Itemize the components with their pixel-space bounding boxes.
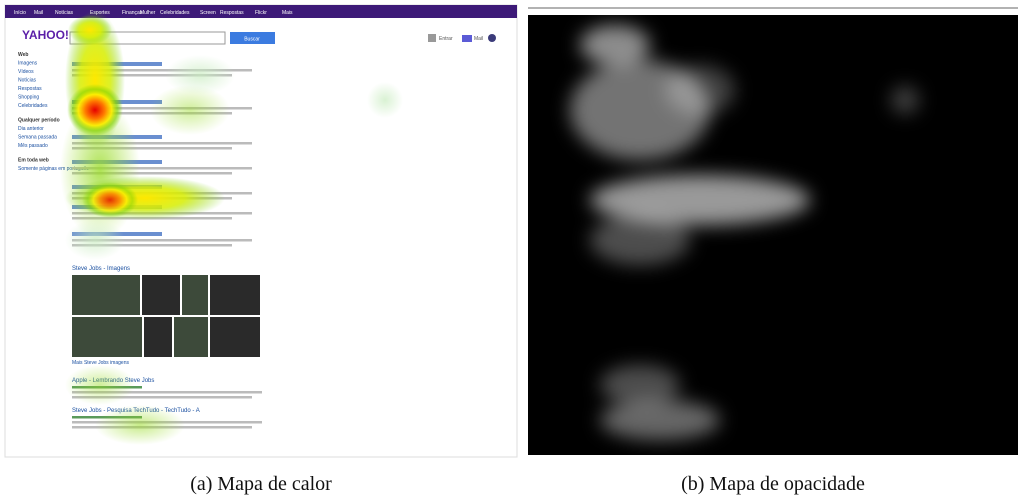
sidebar-link[interactable]: Vídeos: [18, 69, 34, 75]
caption: (b) Mapa de opacidade: [681, 473, 865, 495]
sidebar-link[interactable]: Mês passado: [18, 143, 48, 149]
image-thumbnail[interactable]: [174, 317, 208, 357]
heat-blob: [65, 220, 125, 260]
sidebar-link[interactable]: Semana passada: [18, 135, 57, 141]
nav-item[interactable]: Celebridades: [160, 10, 190, 16]
visible-region: [590, 215, 690, 265]
sidebar-link[interactable]: Imagens: [18, 61, 38, 67]
caption: (a) Mapa de calor: [190, 473, 332, 495]
heat-blob: [95, 405, 185, 445]
heat-blob: [165, 55, 235, 95]
logo: YAHOO!: [22, 28, 69, 42]
images-heading[interactable]: Steve Jobs - Imagens: [72, 266, 130, 272]
image-thumbnail[interactable]: [182, 275, 208, 315]
sidebar-link[interactable]: Celebridades: [18, 103, 48, 109]
image-thumbnail[interactable]: [142, 275, 180, 315]
visible-region: [891, 86, 919, 114]
image-thumbnail[interactable]: [144, 317, 172, 357]
nav-item[interactable]: Flickr: [255, 10, 267, 16]
nav-item[interactable]: Mulher: [140, 10, 156, 16]
figure: InícioMailNotíciasEsportesFinançasMulher…: [0, 0, 1024, 499]
sidebar-link[interactable]: Web: [18, 52, 28, 58]
sidebar-heading: Qualquer período: [18, 118, 60, 124]
visible-region: [580, 25, 650, 65]
heat-blob: [68, 15, 112, 45]
mail-icon: [462, 35, 472, 42]
heat-blob: [82, 182, 138, 218]
image-thumbnail[interactable]: [72, 317, 142, 357]
nav-item[interactable]: Notícias: [55, 10, 74, 16]
heat-blob: [367, 82, 403, 118]
sign-in[interactable]: Entrar: [439, 36, 453, 42]
visible-region: [600, 400, 720, 440]
image-thumbnail[interactable]: [210, 317, 260, 357]
sidebar-link[interactable]: Respostas: [18, 86, 42, 92]
visible-region: [665, 65, 735, 115]
visible-region: [600, 365, 680, 405]
sidebar-link[interactable]: Dia anterior: [18, 126, 44, 132]
nav-item[interactable]: Screen: [200, 10, 216, 16]
nav-item[interactable]: Respostas: [220, 10, 244, 16]
heat-blob: [67, 84, 123, 136]
user-icon: [428, 34, 436, 42]
heat-blob: [65, 365, 135, 405]
sidebar-heading: Em toda web: [18, 158, 49, 164]
sidebar-link[interactable]: Notícias: [18, 78, 37, 84]
sidebar-link[interactable]: Shopping: [18, 95, 39, 101]
nav-item[interactable]: Início: [14, 10, 26, 16]
nav-item[interactable]: Mail: [34, 10, 43, 16]
nav-item[interactable]: Mais: [282, 10, 293, 16]
settings-icon[interactable]: [488, 34, 496, 42]
heatmap-panel: InícioMailNotíciasEsportesFinançasMulher…: [5, 5, 517, 457]
image-thumbnail[interactable]: [72, 275, 140, 315]
mail-link[interactable]: Mail: [474, 36, 483, 42]
opacity-panel: [528, 8, 1018, 455]
image-thumbnail[interactable]: [210, 275, 260, 315]
search-button-label: Buscar: [244, 37, 260, 43]
